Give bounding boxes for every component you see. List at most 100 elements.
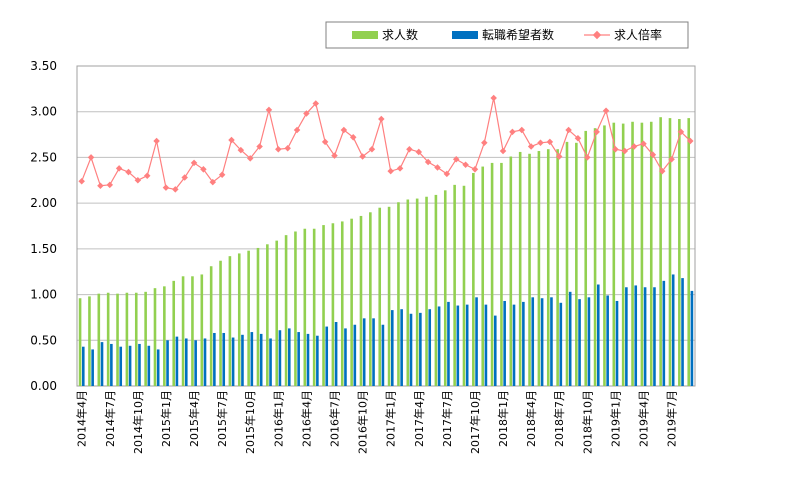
- bar-jobs: [415, 198, 419, 386]
- ratio-point: [490, 94, 497, 102]
- bar-seekers: [316, 335, 319, 386]
- x-tick-label: 2017年1月: [384, 390, 398, 447]
- bar-seekers: [559, 302, 563, 386]
- bars: [78, 117, 694, 387]
- bar-jobs: [116, 293, 119, 386]
- legend-box: [325, 21, 689, 49]
- ratio-point: [331, 152, 338, 159]
- x-tick-label: 2016年7月: [328, 390, 342, 447]
- x-tick-label: 2015年1月: [159, 390, 173, 447]
- ratio-point: [612, 145, 619, 153]
- x-tick-label: 2015年4月: [187, 390, 201, 447]
- x-tick-label: 2014年10月: [131, 390, 145, 454]
- ratio-line: [78, 94, 694, 193]
- bar-seekers: [147, 345, 151, 386]
- bar-seekers: [306, 333, 310, 386]
- bar-jobs: [397, 202, 400, 386]
- bar-seekers: [419, 312, 422, 386]
- ratio-series-line: [81, 97, 691, 191]
- bar-seekers: [175, 336, 179, 386]
- ratio-point: [181, 174, 188, 181]
- ratio-point: [134, 177, 142, 184]
- bar-jobs: [312, 228, 316, 386]
- bar-seekers: [512, 304, 516, 386]
- bar-jobs: [593, 128, 597, 387]
- legend-swatch-jobs: [352, 31, 378, 39]
- ratio-point: [527, 143, 535, 150]
- bar-jobs: [603, 125, 606, 387]
- ratio-point: [275, 145, 282, 153]
- bar-jobs: [247, 250, 250, 386]
- bar-seekers: [484, 304, 488, 386]
- ratio-point: [415, 148, 423, 156]
- bar-jobs: [97, 293, 101, 386]
- bar-seekers: [578, 299, 581, 386]
- bar-jobs: [266, 244, 269, 386]
- ratio-point: [293, 126, 301, 134]
- y-tick-label: 2.50: [30, 150, 57, 164]
- bar-seekers: [222, 332, 226, 386]
- bar-jobs: [219, 260, 222, 386]
- ratio-point: [443, 170, 451, 178]
- bar-seekers: [156, 349, 160, 386]
- bar-seekers: [259, 333, 263, 386]
- ratio-point: [78, 177, 85, 185]
- bar-seekers: [138, 343, 141, 386]
- bar-seekers: [465, 304, 469, 386]
- bar-seekers: [287, 328, 291, 386]
- bar-seekers: [128, 345, 132, 386]
- ratio-point: [349, 134, 357, 141]
- ratio-point: [687, 137, 694, 145]
- ratio-point: [162, 184, 170, 191]
- ratio-point: [237, 146, 245, 154]
- bar-seekers: [475, 297, 478, 386]
- y-axis-ticks: 0.00 0.50 1.00 1.50 2.00 2.50 3.00 3.50: [30, 59, 57, 393]
- bar-seekers: [540, 298, 544, 386]
- ratio-point: [87, 154, 95, 161]
- bar-seekers: [362, 318, 366, 386]
- ratio-point: [406, 145, 413, 153]
- bar-jobs: [490, 162, 494, 386]
- bar-jobs: [528, 153, 531, 386]
- bar-jobs: [556, 149, 559, 386]
- bar-seekers: [662, 280, 666, 386]
- bar-jobs: [687, 118, 691, 387]
- x-tick-label: 2018年10月: [580, 390, 594, 454]
- x-tick-label: 2019年7月: [665, 390, 679, 447]
- bar-jobs: [659, 117, 662, 386]
- ratio-point: [584, 154, 591, 161]
- bar-seekers: [550, 297, 553, 386]
- ratio-point: [115, 165, 123, 172]
- bar-seekers: [681, 278, 684, 386]
- ratio-point: [424, 158, 432, 166]
- bar-seekers: [241, 334, 244, 386]
- bar-seekers: [428, 309, 432, 386]
- ratio-point: [125, 168, 132, 176]
- bar-jobs: [631, 121, 634, 387]
- ratio-point: [509, 128, 516, 136]
- ratio-point: [518, 126, 526, 134]
- y-tick-label: 1.50: [30, 242, 57, 256]
- x-tick-label: 2018年7月: [552, 390, 566, 447]
- x-tick-label: 2016年10月: [356, 390, 370, 454]
- bar-jobs: [678, 119, 681, 386]
- ratio-point: [153, 137, 160, 145]
- bar-seekers: [372, 318, 375, 386]
- bar-jobs: [509, 156, 513, 386]
- bar-jobs: [237, 253, 241, 386]
- bar-jobs: [181, 276, 185, 386]
- bar-jobs: [443, 190, 447, 386]
- ratio-point: [378, 115, 385, 123]
- legend-label-jobs: 求人数: [382, 27, 418, 42]
- bar-jobs: [191, 276, 194, 386]
- ratio-point: [434, 164, 441, 171]
- ratio-point: [106, 181, 114, 189]
- bar-seekers: [344, 328, 347, 386]
- bar-seekers: [334, 322, 338, 386]
- bar-seekers: [606, 295, 609, 386]
- x-tick-label: 2018年1月: [496, 390, 510, 447]
- bar-jobs: [453, 184, 456, 386]
- bar-jobs: [546, 149, 550, 386]
- bar-jobs: [462, 185, 466, 386]
